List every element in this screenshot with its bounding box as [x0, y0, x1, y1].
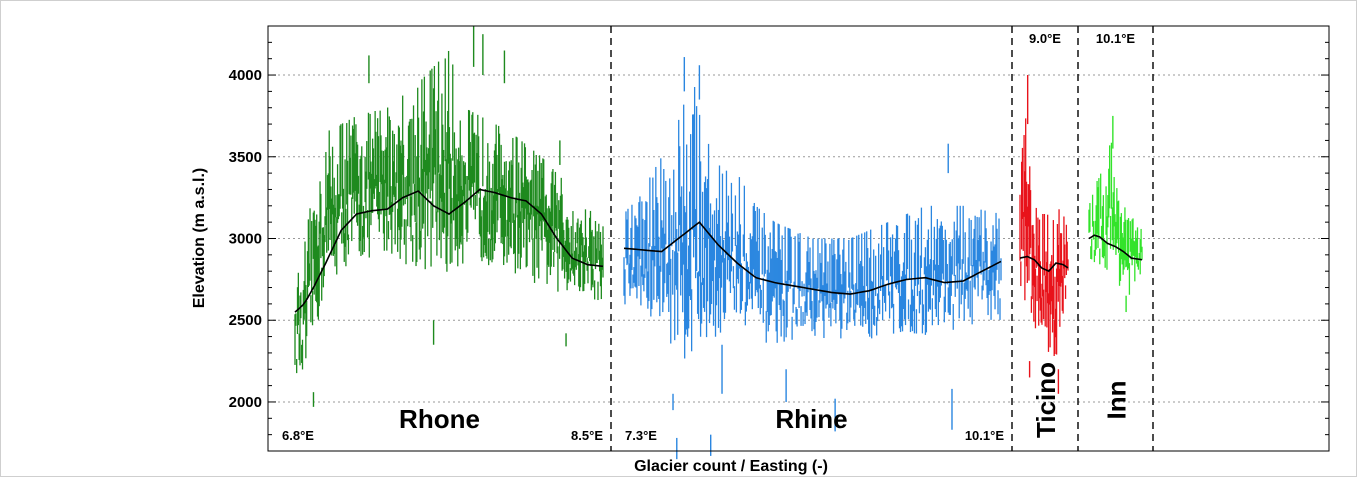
y-tick-label: 3000	[229, 231, 262, 248]
y-tick-label: 2500	[229, 312, 262, 329]
chart-labels: Rhone 6.8°E 8.5°E Rhine 7.3°E 10.1°E Ticino 9.0…	[282, 31, 1135, 443]
easting-end-label: 8.5°E	[571, 428, 603, 443]
running-mean-ticino	[1019, 255, 1069, 273]
easting-top-label: 10.1°E	[1096, 31, 1136, 46]
x-axis-label: Glacier count / Easting (-)	[634, 458, 828, 475]
y-tick-label: 2000	[229, 394, 262, 411]
y-axis-ticks: 2000 2500 3000 3500 4000	[229, 25, 1329, 436]
easting-start-label: 6.8°E	[282, 428, 314, 443]
basin-label-ticino: Ticino	[1031, 362, 1061, 438]
running-mean-rhone	[294, 188, 604, 313]
basin-label-rhine: Rhine	[775, 404, 847, 434]
easting-top-label: 9.0°E	[1029, 31, 1061, 46]
easting-end-label: 10.1°E	[965, 428, 1005, 443]
running-mean-inn	[1088, 234, 1143, 261]
y-tick-label: 3500	[229, 149, 262, 166]
data-bars	[294, 26, 1143, 460]
basin-dividers	[610, 26, 1154, 451]
y-tick-label: 4000	[229, 67, 262, 84]
running-mean-rhine	[623, 221, 1002, 295]
basin-label-inn: Inn	[1102, 381, 1132, 420]
y-axis-label: Elevation (m a.s.l.)	[191, 168, 208, 308]
basin-label-rhone: Rhone	[399, 404, 480, 434]
running-mean-lines	[294, 188, 1143, 313]
easting-start-label: 7.3°E	[625, 428, 657, 443]
